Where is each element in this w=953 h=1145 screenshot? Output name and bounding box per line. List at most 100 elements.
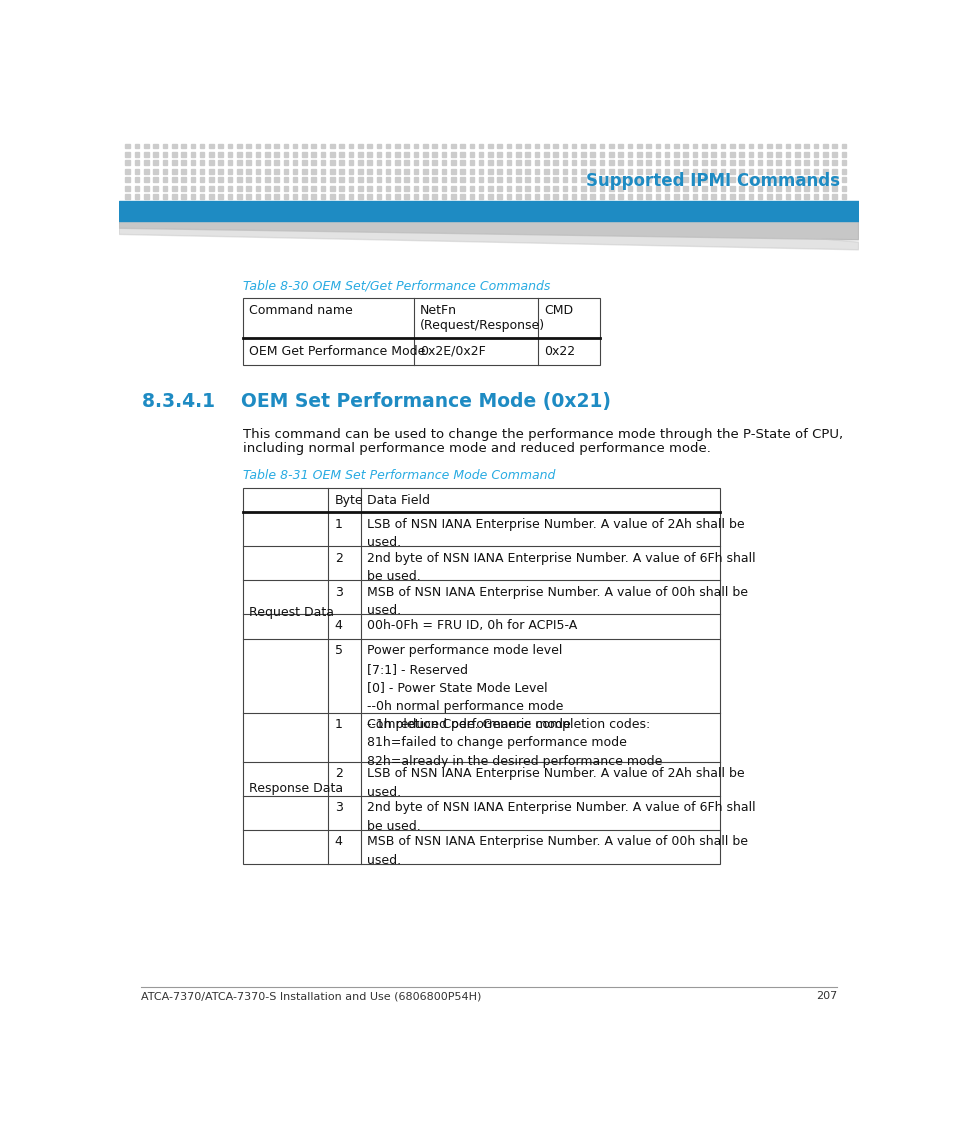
Bar [441, 160, 446, 165]
Bar [302, 177, 307, 182]
Bar [674, 152, 679, 157]
Bar [813, 169, 818, 174]
Bar [395, 195, 399, 199]
Bar [385, 195, 390, 199]
Bar [469, 177, 474, 182]
Bar [748, 195, 753, 199]
Text: LSB of NSN IANA Enterprise Number. A value of 2Ah shall be
used.: LSB of NSN IANA Enterprise Number. A val… [367, 518, 744, 550]
Bar [553, 195, 558, 199]
Bar [618, 143, 622, 148]
Bar [236, 169, 241, 174]
Bar [525, 195, 530, 199]
Bar [822, 169, 827, 174]
Bar [385, 185, 390, 190]
Bar [125, 185, 130, 190]
Bar [236, 143, 241, 148]
Bar [181, 212, 186, 216]
Bar [748, 169, 753, 174]
Bar [469, 195, 474, 199]
Bar [191, 185, 195, 190]
Text: 4: 4 [335, 619, 342, 632]
Bar [822, 152, 827, 157]
Text: 1: 1 [335, 518, 342, 531]
Bar [274, 169, 278, 174]
Bar [199, 177, 204, 182]
Bar [794, 152, 799, 157]
Bar [144, 169, 149, 174]
Bar [191, 203, 195, 207]
Bar [506, 160, 511, 165]
Bar [432, 160, 436, 165]
Bar [199, 143, 204, 148]
Bar [274, 160, 278, 165]
Bar [599, 195, 604, 199]
Bar [246, 143, 251, 148]
Bar [191, 177, 195, 182]
Bar [209, 195, 213, 199]
Bar [311, 195, 315, 199]
Bar [590, 143, 595, 148]
Bar [748, 160, 753, 165]
Bar [255, 177, 260, 182]
Bar [246, 177, 251, 182]
Bar [265, 143, 270, 148]
Bar [469, 212, 474, 216]
Bar [404, 195, 409, 199]
Bar [228, 212, 233, 216]
Bar [729, 203, 734, 207]
Bar [144, 185, 149, 190]
Bar [748, 185, 753, 190]
Bar [590, 169, 595, 174]
Bar [655, 177, 659, 182]
Bar [181, 152, 186, 157]
Bar [209, 152, 213, 157]
Bar [339, 152, 344, 157]
Polygon shape [119, 221, 858, 239]
Bar [553, 212, 558, 216]
Bar [376, 169, 381, 174]
Bar [822, 177, 827, 182]
Bar [404, 185, 409, 190]
Bar [478, 212, 483, 216]
Bar [228, 143, 233, 148]
Bar [302, 195, 307, 199]
Bar [571, 143, 576, 148]
Bar [590, 203, 595, 207]
Bar [134, 160, 139, 165]
Text: MSB of NSN IANA Enterprise Number. A value of 00h shall be
used.: MSB of NSN IANA Enterprise Number. A val… [367, 585, 747, 617]
Bar [506, 195, 511, 199]
Bar [339, 143, 344, 148]
Bar [553, 185, 558, 190]
Bar [739, 169, 743, 174]
Bar [302, 143, 307, 148]
Bar [757, 185, 761, 190]
Bar [422, 169, 427, 174]
Bar [293, 152, 297, 157]
Bar [199, 195, 204, 199]
Bar [543, 160, 548, 165]
Bar [422, 185, 427, 190]
Bar [243, 488, 720, 863]
Bar [376, 143, 381, 148]
Bar [682, 177, 687, 182]
Bar [432, 152, 436, 157]
Bar [181, 160, 186, 165]
Bar [645, 185, 650, 190]
Bar [265, 160, 270, 165]
Bar [478, 185, 483, 190]
Bar [785, 203, 790, 207]
Bar [543, 185, 548, 190]
Bar [246, 152, 251, 157]
Bar [441, 152, 446, 157]
Bar [682, 203, 687, 207]
Bar [618, 185, 622, 190]
Bar [580, 143, 585, 148]
Bar [320, 212, 325, 216]
Bar [265, 152, 270, 157]
Bar [311, 160, 315, 165]
Bar [302, 212, 307, 216]
Bar [451, 212, 456, 216]
Bar [330, 152, 335, 157]
Bar [655, 152, 659, 157]
Bar [692, 160, 697, 165]
